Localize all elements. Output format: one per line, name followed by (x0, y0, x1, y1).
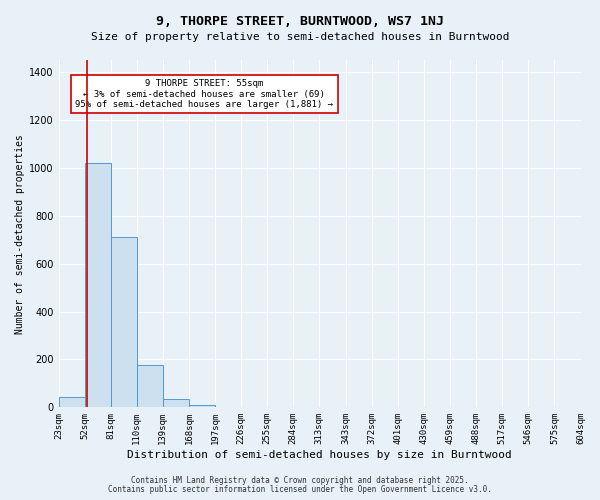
Bar (163, 399, 189, 407)
X-axis label: Distribution of semi-detached houses by size in Burntwood: Distribution of semi-detached houses by … (127, 450, 512, 460)
Text: Size of property relative to semi-detached houses in Burntwood: Size of property relative to semi-detach… (91, 32, 509, 42)
Bar (189, 405, 215, 407)
Bar (59, 396, 85, 407)
Text: Contains HM Land Registry data © Crown copyright and database right 2025.: Contains HM Land Registry data © Crown c… (131, 476, 469, 485)
Text: 9 THORPE STREET: 55sqm
← 3% of semi-detached houses are smaller (69)
95% of semi: 9 THORPE STREET: 55sqm ← 3% of semi-deta… (75, 79, 333, 109)
Bar (137, 366, 163, 408)
Bar (85, 163, 111, 408)
Y-axis label: Number of semi-detached properties: Number of semi-detached properties (15, 134, 25, 334)
Text: Contains public sector information licensed under the Open Government Licence v3: Contains public sector information licen… (108, 485, 492, 494)
Bar (111, 238, 137, 408)
Text: 9, THORPE STREET, BURNTWOOD, WS7 1NJ: 9, THORPE STREET, BURNTWOOD, WS7 1NJ (156, 15, 444, 28)
